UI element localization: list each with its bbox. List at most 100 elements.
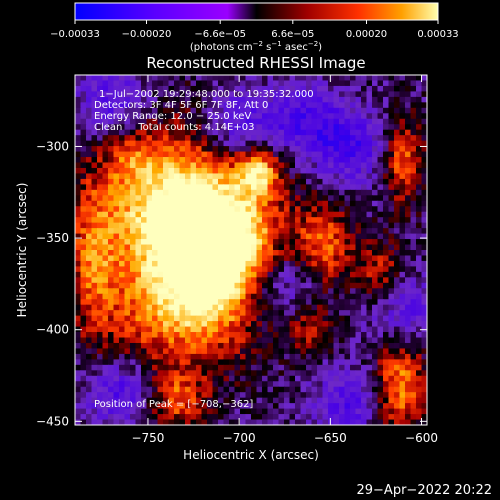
heatmap-cell — [372, 206, 379, 213]
heatmap-cell — [317, 271, 324, 278]
heatmap-cell — [377, 353, 384, 360]
heatmap-cell — [201, 102, 208, 109]
heatmap-cell — [174, 359, 181, 366]
heatmap-cell — [240, 397, 247, 404]
heatmap-cell — [207, 211, 214, 218]
heatmap-cell — [80, 151, 87, 158]
heatmap-cell — [108, 342, 115, 350]
heatmap-cell — [421, 129, 427, 136]
heatmap-cell — [179, 375, 186, 382]
heatmap-cell — [383, 113, 390, 120]
heatmap-cell — [157, 359, 164, 366]
heatmap-cell — [245, 189, 252, 196]
heatmap-cell — [97, 195, 104, 202]
heatmap-cell — [328, 375, 335, 382]
heatmap-cell — [97, 80, 104, 87]
heatmap-cell — [201, 189, 208, 196]
heatmap-cell — [113, 353, 120, 360]
heatmap-cell — [399, 222, 406, 229]
heatmap-cell — [234, 315, 241, 322]
heatmap-cell — [146, 167, 153, 175]
heatmap-cell — [267, 211, 274, 218]
heatmap-cell — [185, 315, 192, 322]
heatmap-cell — [322, 129, 329, 136]
heatmap-cell — [75, 157, 82, 164]
heatmap-cell — [256, 414, 263, 421]
heatmap-cell — [157, 353, 164, 360]
heatmap-cell — [174, 200, 181, 207]
heatmap-cell — [141, 414, 148, 421]
heatmap-cell — [212, 173, 219, 180]
heatmap-cell — [262, 118, 269, 125]
heatmap-cell — [278, 135, 285, 142]
heatmap-cell — [113, 228, 120, 235]
heatmap-cell — [322, 315, 329, 322]
heatmap-cell — [179, 96, 186, 103]
heatmap-cell — [179, 113, 186, 120]
heatmap-cell — [317, 200, 324, 207]
heatmap-cell — [295, 315, 302, 322]
heatmap-cell — [394, 244, 401, 251]
heatmap-cell — [91, 244, 98, 251]
heatmap-cell — [124, 206, 131, 213]
heatmap-cell — [399, 250, 406, 257]
heatmap-cell — [273, 392, 280, 399]
heatmap-cell — [256, 381, 263, 388]
heatmap-cell — [229, 326, 236, 333]
heatmap-cell — [218, 370, 225, 377]
heatmap-cell — [80, 386, 87, 393]
heatmap-cell — [91, 96, 98, 103]
heatmap-cell — [152, 255, 159, 262]
heatmap-cell — [262, 332, 269, 339]
heatmap-cell — [405, 146, 412, 153]
heatmap-cell — [289, 364, 296, 371]
heatmap-cell — [361, 140, 368, 147]
heatmap-cell — [322, 255, 329, 262]
heatmap-cell — [289, 217, 296, 224]
heatmap-cell — [157, 195, 164, 202]
heatmap-cell — [119, 353, 126, 360]
heatmap-cell — [97, 326, 104, 333]
heatmap-cell — [410, 233, 417, 240]
heatmap-cell — [152, 277, 159, 284]
heatmap-cell — [135, 233, 142, 240]
heatmap-cell — [97, 124, 104, 131]
heatmap-cell — [289, 293, 296, 300]
heatmap-cell — [306, 157, 313, 164]
heatmap-cell — [361, 299, 368, 306]
heatmap-cell — [328, 266, 335, 273]
heatmap-cell — [399, 146, 406, 153]
heatmap-cell — [410, 151, 417, 158]
heatmap-cell — [146, 228, 153, 235]
heatmap-cell — [212, 217, 219, 224]
heatmap-cell — [399, 419, 406, 425]
heatmap-cell — [196, 310, 203, 317]
heatmap-cell — [328, 91, 335, 98]
heatmap-cell — [311, 244, 318, 251]
heatmap-cell — [377, 386, 384, 393]
heatmap-cell — [179, 91, 186, 98]
heatmap-cell — [300, 167, 307, 175]
heatmap-cell — [322, 250, 329, 257]
heatmap-cell — [328, 85, 335, 93]
heatmap-cell — [207, 255, 214, 262]
heatmap-cell — [322, 102, 329, 109]
heatmap-cell — [86, 326, 93, 333]
heatmap-cell — [256, 348, 263, 355]
heatmap-cell — [251, 124, 258, 131]
heatmap-cell — [102, 146, 109, 153]
heatmap-cell — [421, 162, 427, 169]
heatmap-cell — [306, 381, 313, 388]
heatmap-cell — [212, 419, 219, 425]
heatmap-cell — [75, 414, 82, 421]
heatmap-cell — [146, 206, 153, 213]
heatmap-cell — [267, 184, 274, 191]
heatmap-cell — [75, 151, 82, 158]
heatmap-cell — [240, 244, 247, 251]
heatmap-cell — [185, 200, 192, 207]
heatmap-cell — [311, 178, 318, 185]
heatmap-cell — [75, 403, 82, 410]
heatmap-cell — [372, 217, 379, 224]
heatmap-cell — [339, 414, 346, 421]
heatmap-cell — [361, 96, 368, 103]
